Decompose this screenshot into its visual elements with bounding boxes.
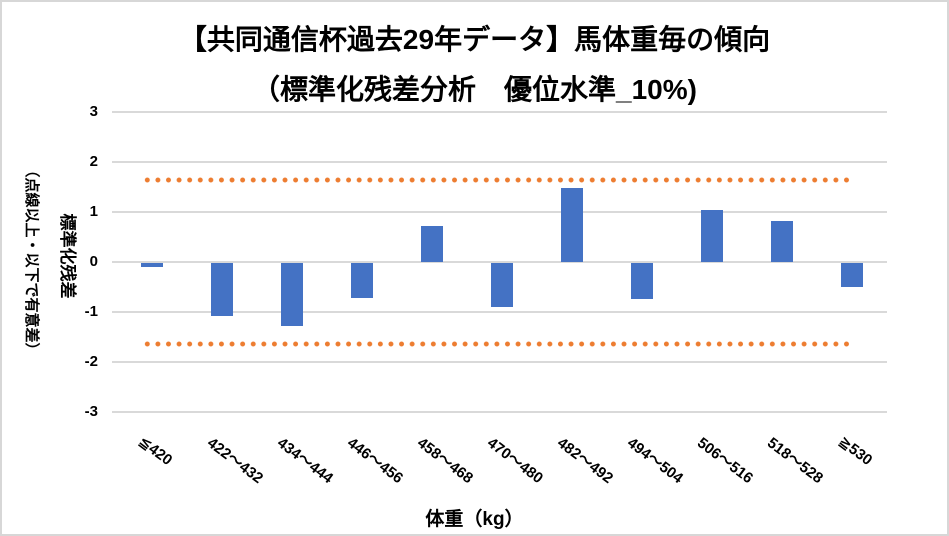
bar-458～468 [421, 225, 443, 262]
x-tick-label: 494～504 [623, 434, 687, 488]
bar-506～516 [701, 209, 723, 262]
threshold-dotted-line-lower [142, 341, 850, 348]
gridline-y2 [112, 161, 887, 163]
bar-494～504 [631, 263, 653, 299]
x-tick-label: 506～516 [693, 434, 757, 488]
x-axis-title: 体重（kg） [425, 509, 524, 530]
y-tick-label: 3 [89, 103, 98, 120]
y-tick-label: 1 [89, 203, 98, 220]
bar-≦420 [141, 263, 163, 267]
gridline-y1 [112, 211, 887, 213]
gridline-y-1 [112, 311, 887, 313]
chart-title-line1: 【共同通信杯過去29年データ】馬体重毎の傾向 [178, 24, 771, 55]
gridline-y3 [112, 111, 887, 113]
y-tick-label: 0 [89, 253, 98, 270]
y-tick-label: -1 [84, 303, 98, 320]
x-tick-label: 470～480 [483, 434, 547, 488]
gridline-y0 [112, 261, 887, 263]
bar-470～480 [491, 263, 513, 307]
x-tick-label: 458～468 [413, 434, 477, 488]
x-tick-label: ≧530 [835, 432, 876, 470]
x-tick-label: 518～528 [763, 434, 827, 488]
bar-446～456 [351, 263, 373, 298]
x-tick-label: ≦420 [135, 432, 176, 470]
gridline-y-2 [112, 361, 887, 363]
bar-≧530 [841, 263, 863, 287]
bar-518～528 [771, 221, 793, 262]
x-tick-label: 422～432 [203, 434, 267, 488]
x-tick-label: 446～456 [343, 434, 407, 488]
bar-434～444 [281, 263, 303, 326]
x-tick-label: 434～444 [273, 434, 337, 488]
y-tick-label: -3 [84, 403, 98, 420]
bar-422～432 [211, 263, 233, 316]
x-tick-label: 482～492 [553, 434, 617, 488]
gridline-y-3 [112, 411, 887, 413]
chart-title-line2: （標準化残差分析 優位水準_10%) [252, 74, 697, 105]
threshold-dotted-line-upper [142, 176, 850, 183]
bar-482～492 [561, 187, 583, 262]
y-tick-label: -2 [84, 353, 98, 370]
y-tick-label: 2 [89, 153, 98, 170]
